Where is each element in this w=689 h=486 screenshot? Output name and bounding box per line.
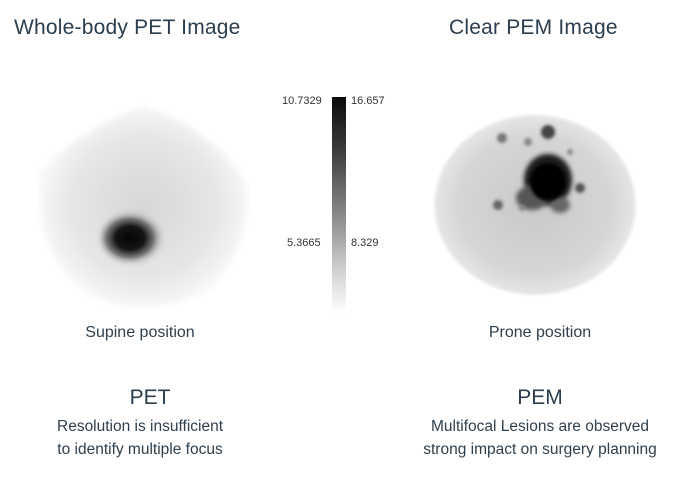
- pet-description: Resolution is insufficient to identify m…: [0, 415, 300, 461]
- pet-description-line: Resolution is insufficient: [57, 418, 223, 435]
- grayscale-colorbar: [332, 97, 346, 313]
- prone-position-label: Prone position: [488, 324, 592, 341]
- colorbar-right-tick-mid: 8.329: [351, 237, 379, 249]
- pem-description: Multifocal Lesions are observed strong i…: [380, 415, 689, 461]
- pet-image-title: Whole-body PET Image: [14, 16, 241, 39]
- colorbar-left-tick-mid: 5.3665: [287, 237, 321, 249]
- colorbar-left-tick-top: 10.7329: [282, 95, 322, 107]
- pem-heading: PEM: [517, 386, 563, 409]
- colorbar-right-tick-top: 16.657: [351, 95, 385, 107]
- pem-image-title: Clear PEM Image: [449, 16, 618, 39]
- pem-description-line: strong impact on surgery planning: [423, 441, 657, 458]
- pet-heading: PET: [129, 386, 171, 409]
- supine-position-label: Supine position: [85, 324, 195, 341]
- pem-scan-image: [432, 113, 638, 297]
- pem-description-line: Multifocal Lesions are observed: [431, 418, 649, 435]
- pet-scan-image: [40, 106, 249, 307]
- pet-description-line: to identify multiple focus: [57, 441, 223, 458]
